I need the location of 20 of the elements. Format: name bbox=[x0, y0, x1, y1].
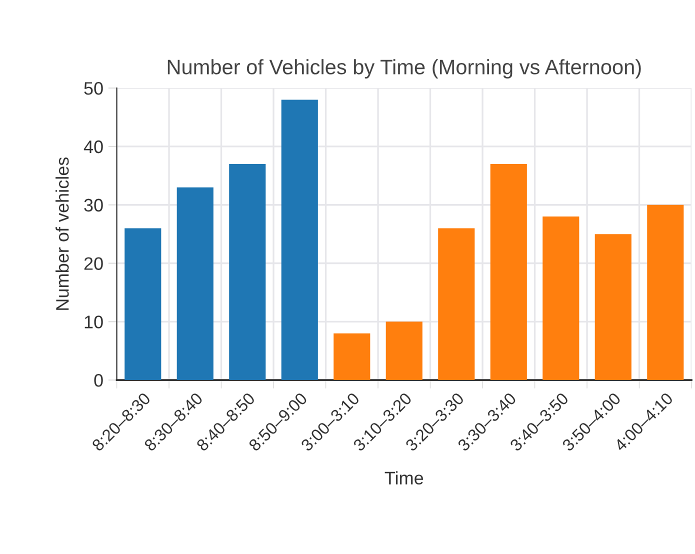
bar bbox=[438, 228, 475, 380]
bar bbox=[594, 234, 632, 380]
bar bbox=[647, 204, 684, 380]
x-axis-title: Time bbox=[384, 471, 424, 484]
bar bbox=[281, 100, 318, 380]
bar bbox=[334, 333, 370, 380]
y-tick-label: 50 bbox=[84, 82, 103, 95]
bar bbox=[542, 216, 580, 380]
bar bbox=[124, 228, 162, 380]
bar bbox=[490, 164, 527, 380]
bar bbox=[229, 164, 266, 380]
y-axis-title: Number of vehicles bbox=[56, 157, 69, 310]
bar bbox=[176, 187, 214, 380]
bar bbox=[386, 322, 422, 380]
y-tick-label: 0 bbox=[94, 374, 103, 387]
y-tick-label: 20 bbox=[84, 257, 103, 270]
chart-title: Number of Vehicles by Time (Morning vs Afternoon) bbox=[168, 59, 641, 79]
y-tick-label: 40 bbox=[84, 140, 103, 154]
y-tick-label: 10 bbox=[84, 316, 103, 328]
y-tick-label: 30 bbox=[84, 198, 103, 212]
